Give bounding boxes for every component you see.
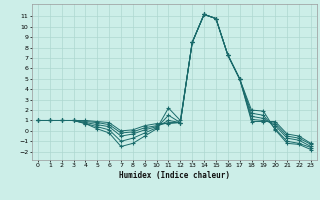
- X-axis label: Humidex (Indice chaleur): Humidex (Indice chaleur): [119, 171, 230, 180]
